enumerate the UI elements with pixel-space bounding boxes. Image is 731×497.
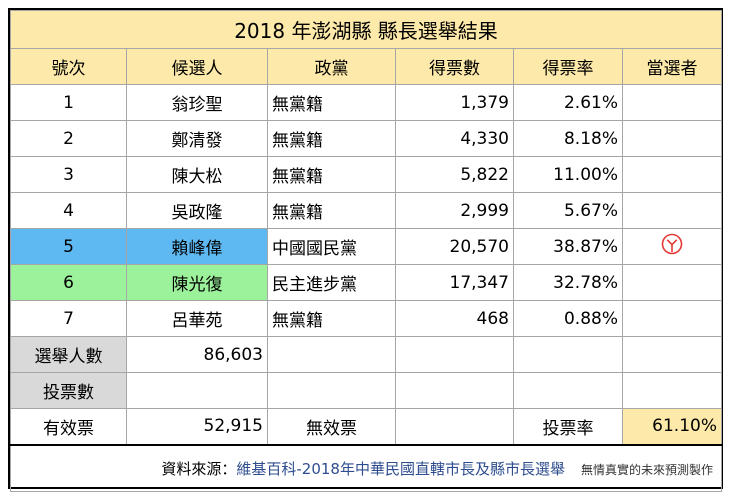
cell-name: 呂華苑 (126, 300, 268, 337)
cell-pct: 2.61% (513, 84, 623, 121)
table-row: 5 賴峰偉 中國國民黨 20,570 38.87% (10, 228, 722, 265)
cell-votes: 4,330 (395, 120, 514, 157)
cell-no: 6 (10, 264, 127, 301)
header-votes: 得票數 (395, 48, 514, 85)
results-table: 2018 年澎湖縣 縣長選舉結果 號次 候選人 政黨 得票數 得票率 當選者 1… (10, 10, 722, 492)
cell-name: 吳政隆 (126, 192, 268, 229)
valid-label: 有效票 (10, 408, 127, 445)
cell-no: 1 (10, 84, 127, 121)
cell-votes: 5,822 (395, 156, 514, 193)
cell-party: 無黨籍 (267, 120, 396, 157)
cell-party: 無黨籍 (267, 300, 396, 337)
cell-votes: 2,999 (395, 192, 514, 229)
table-title: 2018 年澎湖縣 縣長選舉結果 (10, 10, 722, 49)
cell-elected (622, 84, 722, 121)
cell-elected (622, 300, 722, 337)
cell-name: 翁珍聖 (126, 84, 268, 121)
header-row: 號次 候選人 政黨 得票數 得票率 當選者 (10, 48, 722, 85)
source-note: 無情真實的未來預測製作 (580, 462, 713, 477)
table-row: 7 呂華苑 無黨籍 468 0.88% (10, 300, 722, 337)
source-link[interactable]: 維基百科-2018年中華民國直轄市長及縣市長選舉 (236, 459, 565, 478)
cell-name: 鄭清發 (126, 120, 268, 157)
cell-votes: 1,379 (395, 84, 514, 121)
cell-pct: 38.87% (513, 228, 623, 265)
summary-row-electorate: 選舉人數 86,603 (10, 336, 722, 373)
cell-no: 3 (10, 156, 127, 193)
header-elected: 當選者 (622, 48, 722, 85)
elected-stamp-icon (660, 232, 684, 261)
header-candidate: 候選人 (126, 48, 268, 85)
turnout-label: 投票率 (513, 408, 623, 445)
cell-party: 無黨籍 (267, 84, 396, 121)
summary-row-ballots: 投票數 (10, 372, 722, 409)
cell-pct: 32.78% (513, 264, 623, 301)
source-cell: 資料來源：維基百科-2018年中華民國直轄市長及縣市長選舉 無情真實的未來預測製作 (10, 443, 722, 492)
cell-no: 2 (10, 120, 127, 157)
title-row: 2018 年澎湖縣 縣長選舉結果 (10, 10, 722, 49)
electorate-value: 86,603 (126, 336, 268, 373)
cell-votes: 20,570 (395, 228, 514, 265)
valid-value: 52,915 (126, 408, 268, 445)
table-row: 6 陳光復 民主進步黨 17,347 32.78% (10, 264, 722, 301)
cell-votes: 17,347 (395, 264, 514, 301)
turnout-value: 61.10% (622, 408, 722, 445)
table-row: 4 吳政隆 無黨籍 2,999 5.67% (10, 192, 722, 229)
header-pct: 得票率 (513, 48, 623, 85)
cell-pct: 11.00% (513, 156, 623, 193)
cell-no: 7 (10, 300, 127, 337)
invalid-value (395, 408, 514, 445)
cell-no: 5 (10, 228, 127, 265)
summary-row-valid: 有效票 52,915 無效票 投票率 61.10% (10, 408, 722, 445)
cell-elected (622, 120, 722, 157)
cell-elected (622, 156, 722, 193)
header-party: 政黨 (267, 48, 396, 85)
cell-name: 陳大松 (126, 156, 268, 193)
cell-pct: 8.18% (513, 120, 623, 157)
cell-no: 4 (10, 192, 127, 229)
cell-name: 賴峰偉 (126, 228, 268, 265)
cell-elected (622, 192, 722, 229)
cell-elected (622, 264, 722, 301)
electorate-label: 選舉人數 (10, 336, 127, 373)
table-row: 3 陳大松 無黨籍 5,822 11.00% (10, 156, 722, 193)
source-label: 資料來源： (161, 459, 237, 478)
source-row: 資料來源：維基百科-2018年中華民國直轄市長及縣市長選舉 無情真實的未來預測製作 (10, 443, 722, 492)
cell-pct: 5.67% (513, 192, 623, 229)
table-row: 1 翁珍聖 無黨籍 1,379 2.61% (10, 84, 722, 121)
cell-votes: 468 (395, 300, 514, 337)
ballots-value (126, 372, 268, 409)
cell-party: 中國國民黨 (267, 228, 396, 265)
cell-party: 無黨籍 (267, 192, 396, 229)
ballots-label: 投票數 (10, 372, 127, 409)
cell-name: 陳光復 (126, 264, 268, 301)
results-table-frame: 2018 年澎湖縣 縣長選舉結果 號次 候選人 政黨 得票數 得票率 當選者 1… (8, 8, 723, 492)
cell-party: 無黨籍 (267, 156, 396, 193)
header-no: 號次 (10, 48, 127, 85)
cell-pct: 0.88% (513, 300, 623, 337)
table-row: 2 鄭清發 無黨籍 4,330 8.18% (10, 120, 722, 157)
cell-elected (622, 228, 722, 265)
cell-party: 民主進步黨 (267, 264, 396, 301)
invalid-label: 無效票 (267, 408, 396, 445)
